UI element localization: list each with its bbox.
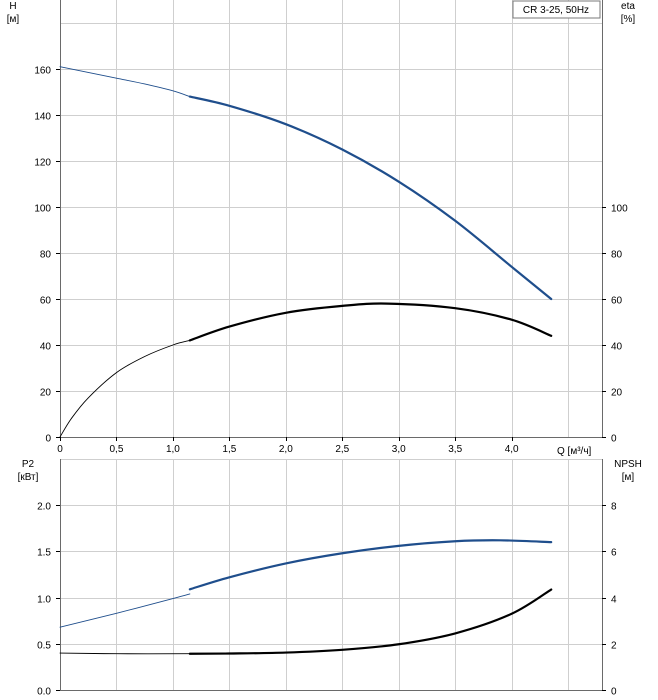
- left-tick-label: 120: [34, 158, 51, 169]
- left-tick-label: 1.0: [37, 595, 51, 606]
- right-axis-curve-thick: [188, 302, 553, 342]
- x-tick-label: 4,0: [505, 444, 519, 455]
- right-tick-label: 100: [611, 204, 628, 215]
- x-tick-label: 0: [57, 444, 63, 455]
- right-axis-curve-thick: [188, 588, 553, 655]
- right-tick-label: 6: [611, 548, 617, 559]
- left-tick-label: 60: [40, 296, 52, 307]
- upper-right-ticks: 0 20 40 60 80 100: [602, 204, 628, 445]
- x-tick-label: 1,0: [166, 444, 180, 455]
- lower-grid: [60, 459, 602, 690]
- lower-frame: [60, 459, 603, 691]
- legend-box: [512, 0, 601, 19]
- left-tick-label: 160: [34, 66, 51, 77]
- lower-panel: 0.0 0.5 1.0 1.5 2.0 0 2 4 6 8 P2 [кВт] NPSH [м]: [18, 459, 642, 698]
- upper-panel: 0 20 40 60 80 100 120 140 160 0 20 40 60 80 100 0 0,5 1…: [7, 0, 636, 457]
- left-tick-label: 2.0: [37, 502, 51, 513]
- right-axis-curve-thin: [59, 652, 191, 655]
- h-axis-title: H: [9, 1, 16, 12]
- upper-grid: [60, 0, 602, 437]
- eta-axis-unit: [%]: [621, 14, 636, 25]
- left-tick-label: 140: [34, 112, 51, 123]
- right-axis-curve-thin: [59, 339, 191, 438]
- q-axis-label: Q [м³/ч]: [557, 446, 592, 457]
- x-tick-label: 2,5: [335, 444, 349, 455]
- right-tick-label: 20: [611, 388, 623, 399]
- left-tick-label: 80: [40, 250, 52, 261]
- upper-frame: [60, 0, 603, 438]
- upper-series: [59, 66, 553, 438]
- left-tick-label: 40: [40, 342, 52, 353]
- x-tick-label: 2,0: [279, 444, 293, 455]
- x-tick-label: 3,0: [392, 444, 406, 455]
- upper-left-ticks: 0 20 40 60 80 100 120 140 160: [34, 66, 60, 445]
- lower-left-ticks: 0.0 0.5 1.0 1.5 2.0: [37, 502, 60, 698]
- right-tick-label: 8: [611, 502, 617, 513]
- p2-axis-unit: [кВт]: [18, 472, 39, 483]
- left-tick-label: 20: [40, 388, 52, 399]
- h-axis-unit: [м]: [7, 14, 20, 25]
- npsh-axis-unit: [м]: [622, 472, 635, 483]
- right-tick-label: 60: [611, 296, 623, 307]
- right-tick-label: 40: [611, 342, 623, 353]
- right-tick-label: 80: [611, 250, 623, 261]
- eta-axis-title: eta: [621, 1, 635, 12]
- legend-label: CR 3-25, 50Hz: [523, 5, 589, 16]
- p2-axis-title: P2: [22, 459, 35, 470]
- right-tick-label: 4: [611, 595, 617, 606]
- lower-series: [59, 539, 553, 655]
- left-axis-curve-thin: [59, 593, 191, 628]
- right-tick-label: 0: [611, 434, 617, 445]
- left-axis-curve-thin: [59, 66, 191, 98]
- x-tick-label: 0,5: [110, 444, 124, 455]
- x-tick-label: 1,5: [222, 444, 236, 455]
- right-tick-label: 0: [611, 687, 617, 698]
- left-axis-curve-thick: [188, 539, 553, 591]
- lower-right-ticks: 0 2 4 6 8: [602, 502, 617, 698]
- left-axis-curve-thick: [188, 95, 553, 301]
- left-tick-label: 0.5: [37, 641, 51, 652]
- left-tick-label: 1.5: [37, 548, 51, 559]
- left-tick-label: 100: [34, 204, 51, 215]
- left-tick-label: 0.0: [37, 687, 51, 698]
- upper-x-ticks: 0 0,5 1,0 1,5 2,0 2,5 3,0 3,5 4,0: [57, 437, 519, 455]
- chart-legend: CR 3-25, 50Hz: [512, 0, 601, 19]
- x-tick-label: 3,5: [448, 444, 462, 455]
- right-tick-label: 2: [611, 641, 617, 652]
- npsh-axis-title: NPSH: [614, 459, 642, 470]
- left-tick-label: 0: [45, 434, 51, 445]
